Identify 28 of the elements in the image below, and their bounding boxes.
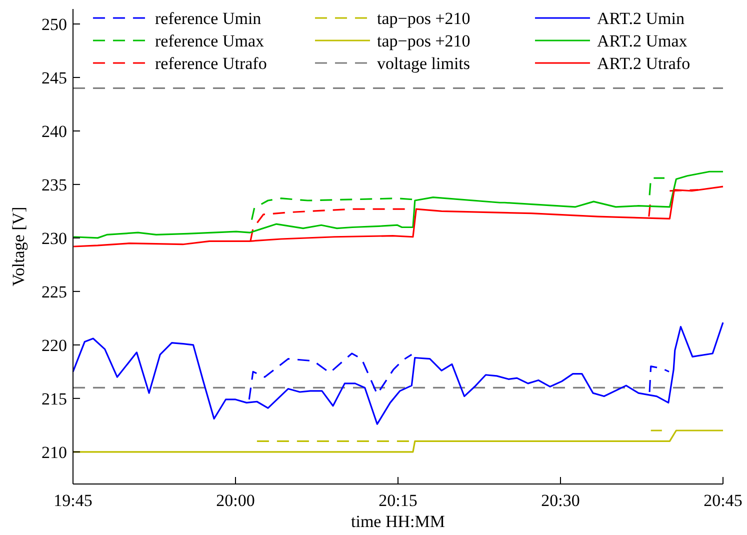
legend-label: reference Utrafo: [155, 54, 267, 73]
x-tick-label: 20:00: [216, 491, 255, 510]
y-axis-title: Voltage [V]: [9, 206, 28, 286]
y-tick-label: 230: [42, 228, 67, 248]
y-tick-label: 235: [42, 175, 67, 194]
x-tick-label: 20:15: [378, 491, 418, 510]
legend-label: ART.2 Umin: [597, 9, 685, 28]
legend-label: reference Umin: [155, 9, 262, 28]
x-axis-title: time HH:MM: [351, 512, 445, 531]
y-tick-label: 245: [42, 68, 67, 88]
legend-label: voltage limits: [377, 54, 470, 73]
y-tick-label: 210: [42, 442, 67, 462]
y-tick-label: 240: [42, 122, 67, 141]
y-tick-label: 220: [42, 336, 67, 355]
x-tick-label: 20:45: [704, 491, 742, 510]
legend-label: reference Umax: [155, 32, 265, 50]
line-series: [72, 186, 724, 248]
y-tick-label: 215: [42, 389, 67, 408]
legend-label: tap−pos +210: [377, 32, 470, 50]
x-tick-label: 20:30: [541, 491, 580, 510]
legend-label: ART.2 Umax: [597, 32, 688, 50]
y-tick-label: 225: [42, 282, 67, 302]
y-tick-label: 250: [42, 14, 67, 34]
legend-label: tap−pos +210: [377, 9, 470, 28]
line-series: [72, 170, 724, 239]
line-series: [72, 322, 724, 425]
x-tick-label: 19:45: [54, 491, 92, 510]
legend-label: ART.2 Utrafo: [597, 54, 690, 73]
